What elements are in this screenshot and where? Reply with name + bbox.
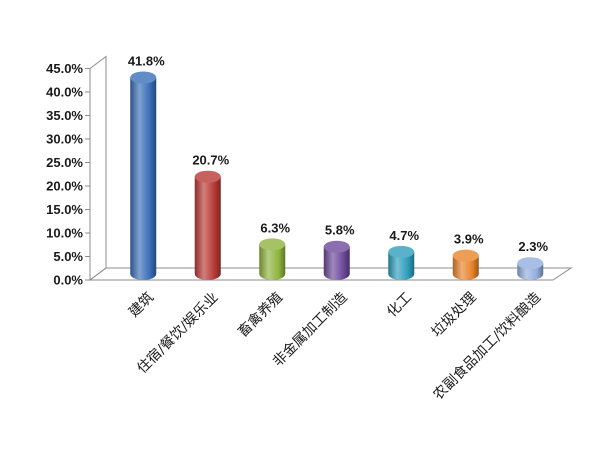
bar xyxy=(517,257,544,280)
category-label: 垃圾处理 xyxy=(429,290,480,341)
y-tick-label: 45.0% xyxy=(46,61,83,76)
bar xyxy=(194,170,221,280)
data-label: 41.8% xyxy=(128,54,165,69)
bar-top xyxy=(388,245,415,258)
bar-body xyxy=(323,246,350,280)
back-wall xyxy=(89,55,107,281)
bar-top xyxy=(194,170,221,183)
category-label: 畜禽养殖 xyxy=(234,289,286,341)
y-tick-label: 10.0% xyxy=(46,226,83,241)
y-tick-label: 25.0% xyxy=(46,155,83,170)
y-tick-label: 15.0% xyxy=(46,202,83,217)
y-tick-label: 0.0% xyxy=(53,273,83,288)
bar xyxy=(388,245,415,280)
y-tick-label: 20.0% xyxy=(46,179,83,194)
chart-bars xyxy=(130,71,544,280)
data-label: 6.3% xyxy=(260,220,290,235)
bar-body xyxy=(388,251,415,280)
data-label: 3.9% xyxy=(454,232,484,247)
data-label: 2.3% xyxy=(518,239,548,254)
y-tick-label: 30.0% xyxy=(46,132,83,147)
bar-top xyxy=(130,71,157,84)
chart-axes xyxy=(85,55,573,281)
bar-body xyxy=(130,77,157,280)
bar-top xyxy=(452,249,479,262)
floor xyxy=(88,267,573,281)
bar-top xyxy=(323,240,350,253)
data-label: 5.8% xyxy=(325,223,355,238)
bar-body xyxy=(452,255,479,280)
bar-body xyxy=(259,244,286,280)
data-label: 20.7% xyxy=(192,153,229,168)
category-label: 建筑 xyxy=(126,290,157,321)
data-label: 4.7% xyxy=(389,228,419,243)
y-tick-label: 40.0% xyxy=(46,85,83,100)
bar-top xyxy=(259,238,286,251)
bar xyxy=(259,238,286,280)
y-axis-tick-labels: 0.0% 5.0% 10.0% 15.0% 20.0% 25.0% 30.0% 35.0% 40… xyxy=(46,61,83,288)
y-tick-label: 5.0% xyxy=(53,249,83,264)
data-labels: 41.8% 20.7% 6.3% 5.8% 4.7% 3.9% 2.3% xyxy=(128,54,549,255)
bar-top xyxy=(517,257,544,270)
category-label: 农副食品加工/饮料酿造 xyxy=(430,289,544,403)
bar xyxy=(452,249,479,280)
category-label: 化工 xyxy=(384,290,415,321)
bar xyxy=(130,71,157,280)
bar-body xyxy=(194,176,221,280)
bar xyxy=(323,240,350,280)
y-tick-label: 35.0% xyxy=(46,108,83,123)
